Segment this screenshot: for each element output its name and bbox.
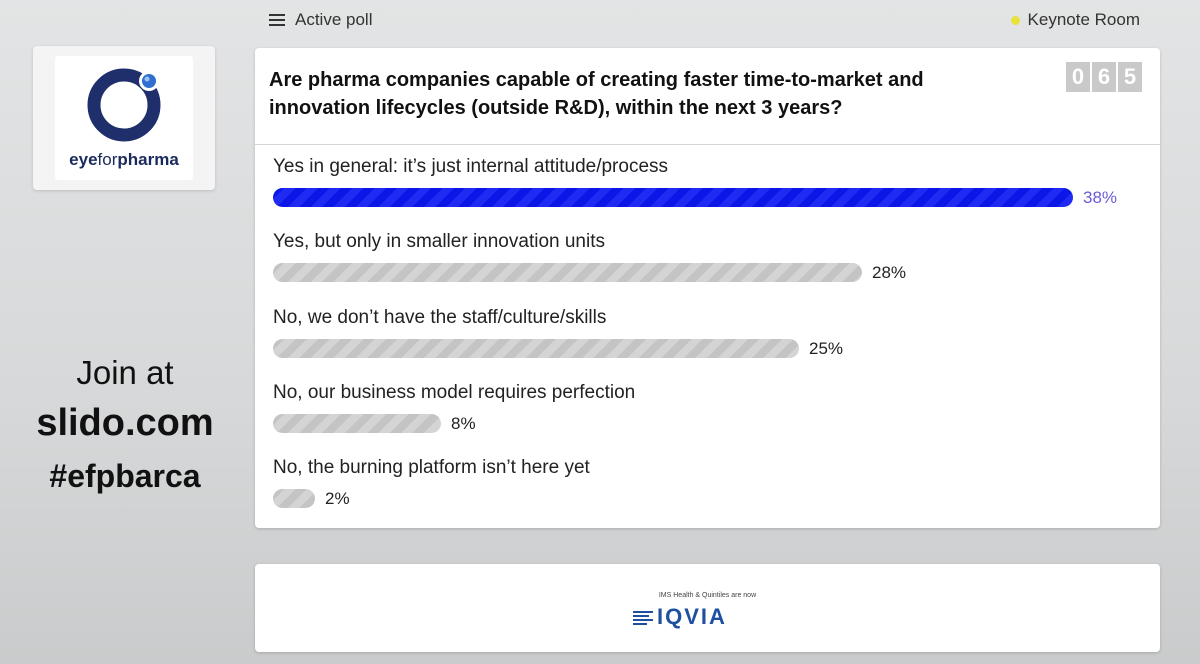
result-bar — [273, 414, 441, 433]
poll-option: No, we don’t have the staff/culture/skil… — [273, 306, 1153, 359]
result-percent: 25% — [809, 339, 844, 358]
poll-option: No, the burning platform isn’t here yet … — [273, 456, 1153, 509]
result-bar — [273, 489, 315, 508]
result-bar — [273, 263, 862, 282]
room-label: Keynote Room — [1027, 10, 1140, 29]
counter-digit: 6 — [1092, 62, 1116, 92]
logo-wordmark: eyeforpharma — [55, 150, 193, 170]
poll-option: No, our business model requires perfecti… — [273, 381, 1153, 434]
active-poll-indicator: Active poll — [269, 10, 372, 30]
result-percent: 2% — [325, 489, 350, 508]
result-bar — [273, 188, 1073, 207]
logo-word-for: for — [97, 150, 118, 169]
poll-question: Are pharma companies capable of creating… — [269, 69, 924, 119]
live-dot-icon — [1010, 15, 1020, 25]
result-percent: 28% — [872, 263, 907, 282]
option-label: No, our business model requires perfecti… — [273, 382, 636, 403]
option-label: No, we don’t have the staff/culture/skil… — [273, 307, 607, 328]
poll-header-bar: Active poll Keynote Room — [255, 0, 1160, 40]
option-result-row: 2% — [273, 487, 1153, 509]
logo-word-eye: eye — [69, 150, 98, 169]
poll-card: Are pharma companies capable of creating… — [255, 48, 1160, 528]
join-at-text: Join at — [76, 354, 174, 391]
iqvia-lines-icon — [633, 610, 653, 625]
result-percent: 38% — [1083, 188, 1118, 207]
sponsor-note: IMS Health & Quintiles are now — [658, 592, 757, 599]
option-label: No, the burning platform isn’t here yet — [273, 457, 590, 478]
join-url-text: slido.com — [36, 402, 214, 444]
iqvia-wordmark: IQVIA — [657, 604, 727, 629]
eyeforpharma-logo: eyeforpharma — [55, 56, 193, 180]
eye-ring-icon — [87, 68, 161, 142]
poll-option: Yes, but only in smaller innovation unit… — [273, 230, 1153, 283]
room-indicator: Keynote Room — [1010, 10, 1140, 30]
option-result-row: 38% — [273, 186, 1153, 208]
vote-counter: 0 6 5 — [1066, 62, 1142, 92]
option-result-row: 25% — [273, 337, 1153, 359]
result-bar — [273, 339, 799, 358]
option-label: Yes in general: it’s just internal attit… — [273, 156, 669, 177]
result-percent: 8% — [451, 414, 476, 433]
iqvia-logo: IQVIA — [633, 604, 727, 630]
active-poll-label: Active poll — [295, 10, 373, 29]
poll-option: Yes in general: it’s just internal attit… — [273, 155, 1153, 208]
counter-digit: 0 — [1066, 62, 1090, 92]
sponsor-card: IMS Health & Quintiles are now IQVIA — [255, 564, 1160, 652]
option-result-row: 28% — [273, 261, 1153, 283]
event-hashtag-text: #efpbarca — [49, 458, 201, 494]
counter-digit: 5 — [1118, 62, 1142, 92]
logo-word-pharma: pharma — [117, 150, 179, 169]
list-icon — [269, 13, 285, 27]
option-result-row: 8% — [273, 412, 1153, 434]
event-logo-card: eyeforpharma — [33, 46, 215, 190]
option-label: Yes, but only in smaller innovation unit… — [273, 231, 605, 252]
question-divider — [255, 144, 1160, 145]
